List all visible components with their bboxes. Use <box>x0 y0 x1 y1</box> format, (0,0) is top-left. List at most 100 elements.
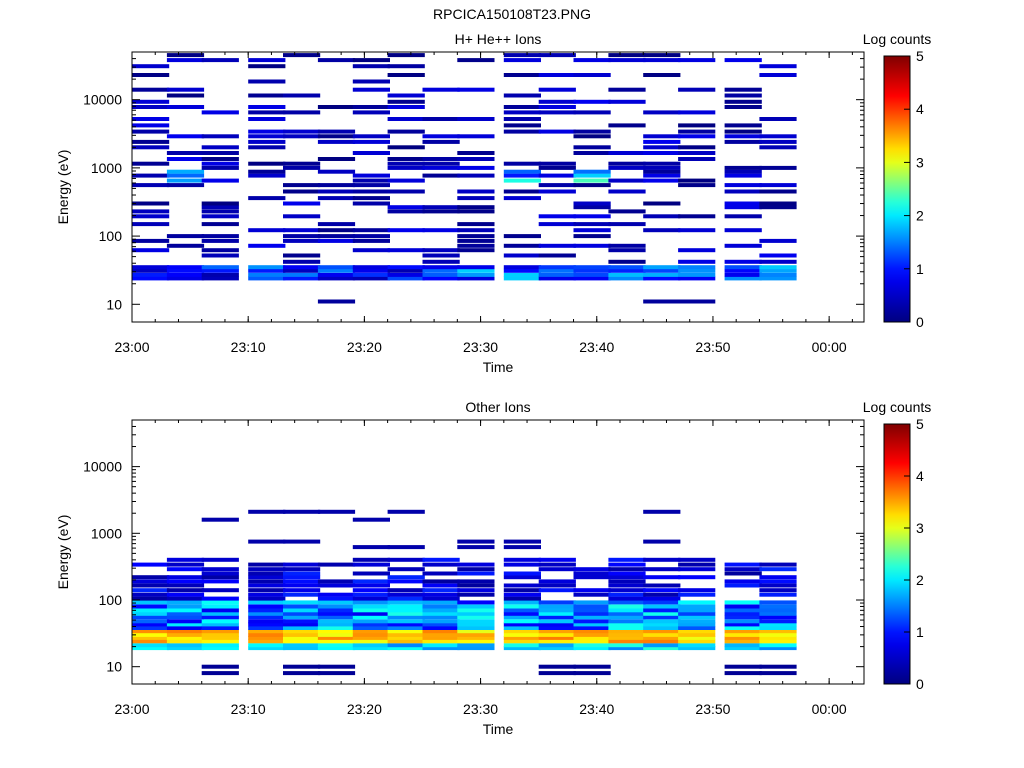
heatmap-cell <box>248 588 286 593</box>
colorbar-label: Log counts <box>863 31 932 47</box>
heatmap-cell <box>643 632 681 637</box>
heatmap-cell <box>457 632 495 637</box>
heatmap-cell <box>724 99 762 104</box>
heatmap-cell <box>678 299 716 304</box>
heatmap-cell <box>538 643 576 648</box>
heatmap-cell <box>283 664 321 669</box>
heatmap-cell <box>643 646 681 651</box>
heatmap-cell <box>643 276 681 281</box>
heatmap-cell <box>608 165 646 170</box>
heatmap-cell <box>573 626 611 630</box>
heatmap-cell <box>166 611 205 616</box>
heatmap-cell <box>538 73 576 77</box>
heatmap-cell <box>678 639 716 644</box>
heatmap-cell <box>759 189 797 194</box>
heatmap-cell <box>132 608 170 613</box>
heatmap-cell <box>201 222 239 227</box>
heatmap-cell <box>248 79 286 84</box>
heatmap-cell <box>538 583 576 588</box>
heatmap-cell <box>166 169 205 174</box>
heatmap-cell <box>201 626 239 630</box>
heatmap-cell <box>166 604 205 609</box>
heatmap-cell <box>759 632 797 637</box>
y-tick-label: 100 <box>99 228 123 244</box>
heatmap-cell <box>503 161 541 166</box>
heatmap-cell <box>317 238 356 243</box>
heatmap-cell <box>759 145 797 150</box>
heatmap-cell <box>387 604 425 609</box>
heatmap-cell <box>503 117 541 121</box>
heatmap-cell <box>538 632 576 637</box>
heatmap-cell <box>457 272 495 277</box>
heatmap-cell <box>573 639 611 644</box>
heatmap-cell <box>283 583 321 588</box>
heatmap-cell <box>387 567 425 572</box>
heatmap-cell <box>283 129 321 134</box>
heatmap-cell <box>352 583 390 588</box>
heatmap-cell <box>608 58 646 63</box>
heatmap-cell <box>678 619 716 624</box>
heatmap-cell <box>538 165 576 170</box>
heatmap-cell <box>573 632 611 637</box>
heatmap-cell <box>608 53 646 58</box>
heatmap-cell <box>608 583 646 588</box>
heatmap-cell <box>283 643 321 648</box>
heatmap-cell <box>678 151 716 155</box>
heatmap-cell <box>724 583 762 588</box>
heatmap-cell <box>573 664 611 669</box>
heatmap-cell <box>503 632 541 637</box>
heatmap-cell <box>201 234 239 239</box>
heatmap-cell <box>352 579 390 584</box>
heatmap-cell <box>132 600 170 605</box>
heatmap-cell <box>201 151 239 155</box>
heatmap-cell <box>759 183 797 188</box>
heatmap-cell <box>759 276 797 281</box>
heatmap-cell <box>166 600 205 605</box>
heatmap-cell <box>201 588 239 593</box>
heatmap-cell <box>724 129 762 134</box>
heatmap-cell <box>352 611 390 616</box>
heatmap-cell <box>248 129 286 134</box>
heatmap-cell <box>317 639 356 644</box>
heatmap-cell <box>387 600 425 605</box>
heatmap-cell <box>759 664 797 669</box>
heatmap-cell <box>317 600 356 605</box>
h-he-ions-spectrogram: 23:00 23:10 23:20 23:30 23:40 23:50 00:0010100… <box>55 31 932 375</box>
heatmap-cell <box>643 575 681 580</box>
heatmap-cell <box>503 169 541 174</box>
heatmap-cell <box>503 173 541 178</box>
heatmap-cell <box>352 151 390 155</box>
heatmap-cell <box>608 265 646 270</box>
heatmap-cell <box>317 611 356 616</box>
heatmap-cell <box>132 87 170 92</box>
heatmap-cell <box>248 562 286 567</box>
y-tick-label: 10 <box>106 296 122 312</box>
heatmap-cell <box>248 632 286 637</box>
heatmap-cell <box>503 129 541 134</box>
heatmap-cell <box>724 189 762 194</box>
heatmap-cell <box>678 600 716 605</box>
heatmap-cell <box>503 189 541 194</box>
heatmap-cell <box>573 134 611 139</box>
heatmap-cell <box>503 635 541 640</box>
figure-title: RPCICA150108T23.PNG <box>433 6 591 22</box>
heatmap-cell <box>283 539 321 544</box>
heatmap-cell <box>678 87 716 92</box>
colorbar-tick-label: 3 <box>916 520 924 536</box>
heatmap-cell <box>248 611 286 616</box>
heatmap-cell <box>352 87 390 92</box>
heatmap-cell <box>317 299 356 304</box>
heatmap-cell <box>166 183 205 188</box>
heatmap-cell <box>132 161 170 166</box>
heatmap-cell <box>678 592 716 597</box>
heatmap-cell <box>422 622 460 627</box>
y-tick-label: 1000 <box>91 160 122 176</box>
heatmap-cell <box>422 205 460 210</box>
heatmap-cell <box>608 619 646 624</box>
heatmap-cell <box>759 646 797 651</box>
heatmap-cell <box>538 615 576 620</box>
heatmap-cell <box>201 596 239 601</box>
heatmap-cell <box>608 268 646 273</box>
heatmap-cell <box>643 165 681 170</box>
heatmap-cell <box>132 201 170 206</box>
